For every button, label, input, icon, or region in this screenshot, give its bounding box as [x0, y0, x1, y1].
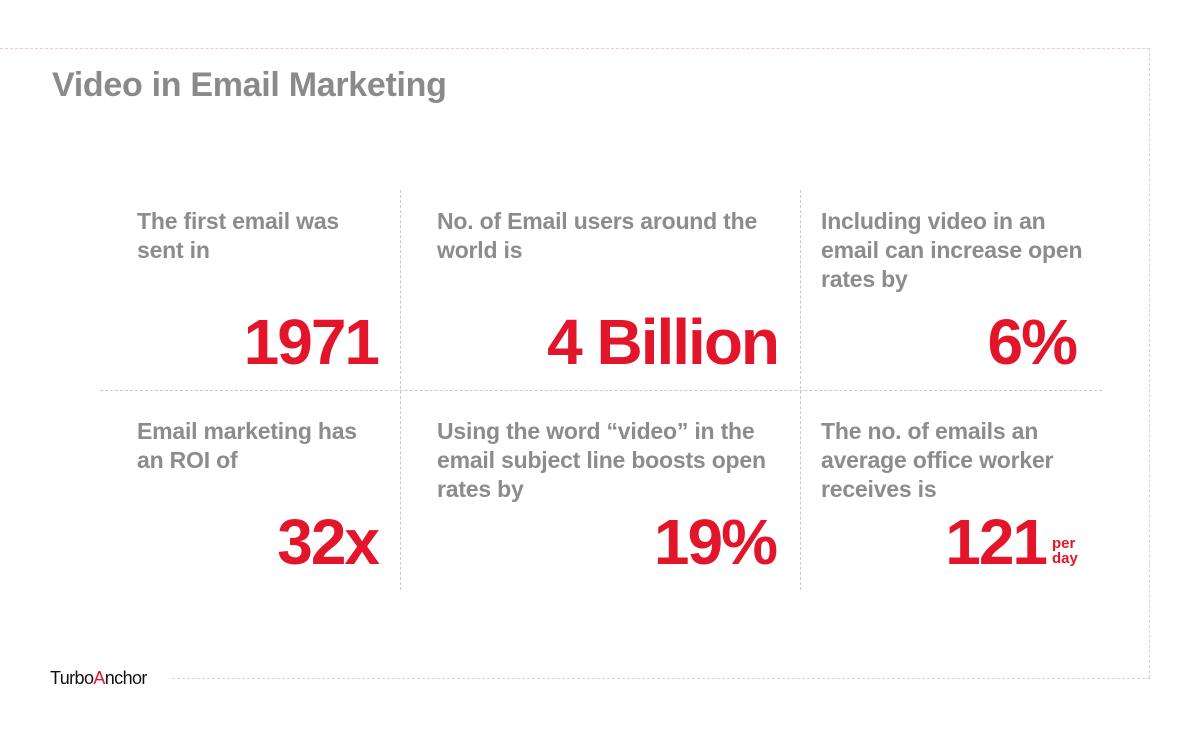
- stat-value-first-email: 1971: [243, 306, 380, 378]
- grid-divider-horizontal: [100, 390, 1102, 391]
- stat-unit-per: per: [1052, 535, 1076, 552]
- stat-value-emails-received: 121: [945, 506, 1048, 578]
- stat-label-emails-received: The no. of emails an average office work…: [821, 418, 1054, 502]
- stat-unit-per-day: per day: [1052, 536, 1078, 566]
- stat-label-first-email: The first email was sent in: [137, 208, 339, 263]
- frame-top-border: [0, 48, 1150, 49]
- stat-label-subject-line: Using the word “video” in the email subj…: [437, 418, 766, 502]
- frame-bottom-border: [172, 678, 1150, 679]
- stat-label-email-users: No. of Email users around the world is: [437, 208, 758, 263]
- stat-label-video-open-rate: Including video in an email can increase…: [821, 208, 1083, 292]
- stat-unit-day: day: [1052, 550, 1078, 567]
- logo-accent-letter: A: [93, 668, 105, 688]
- stat-value-roi: 32x: [277, 506, 380, 578]
- stat-value-video-open-rate: 6%: [987, 306, 1078, 378]
- frame-right-border: [1149, 48, 1150, 678]
- stat-value-subject-line: 19%: [653, 506, 778, 578]
- stat-value-email-users: 4 Billion: [547, 306, 780, 378]
- stat-label-roi: Email marketing has an ROI of: [137, 418, 357, 473]
- logo-text-nchor: nchor: [104, 668, 148, 688]
- page-title: Video in Email Marketing: [52, 66, 447, 104]
- brand-logo: TurboAnchor: [50, 668, 147, 689]
- logo-text-turbo: Turbo: [50, 668, 94, 688]
